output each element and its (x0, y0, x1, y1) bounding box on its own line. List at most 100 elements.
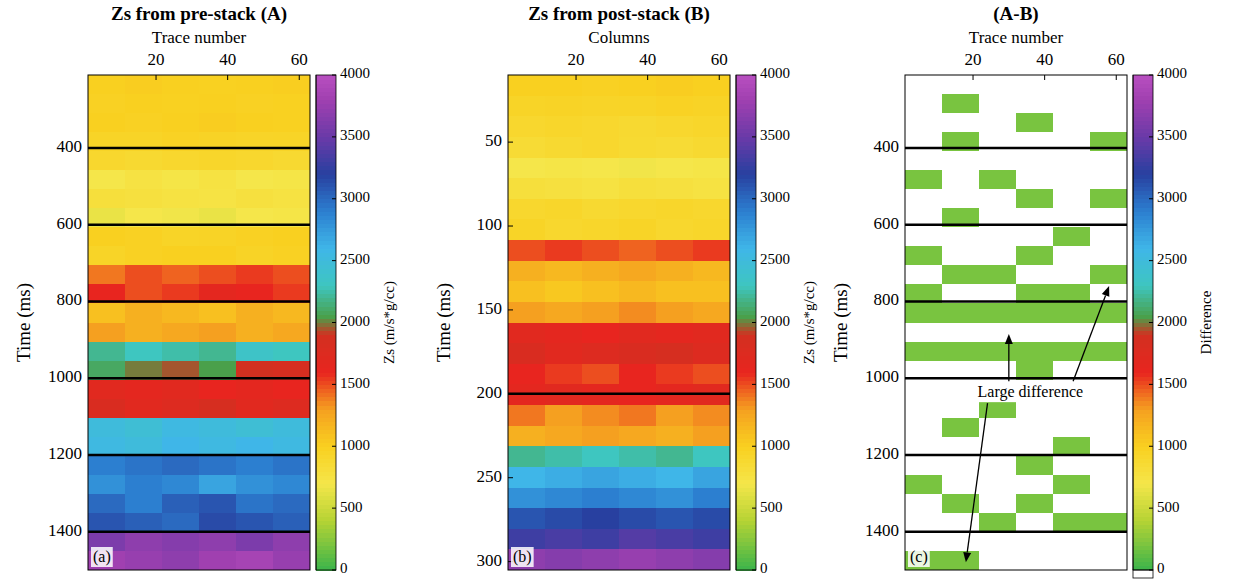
colorbar-band (316, 413, 336, 418)
heat-cell (656, 323, 694, 344)
colorbar-title: Difference (1198, 290, 1214, 354)
heat-cell (545, 364, 583, 385)
colorbar-band (316, 463, 336, 468)
colorbar-tick-label: 3500 (760, 127, 790, 143)
heat-cell (905, 399, 943, 419)
colorbar-band (1133, 364, 1153, 369)
heat-cell (582, 158, 620, 179)
colorbar-band (316, 273, 336, 278)
colorbar-band (736, 162, 756, 167)
colorbar-band (316, 397, 336, 402)
colorbar-band (316, 483, 336, 488)
heat-cell (1016, 494, 1054, 514)
heat-cell (88, 380, 126, 400)
colorbar-band (736, 483, 756, 488)
colorbar-band (736, 153, 756, 158)
colorbar-tick-label: 1500 (340, 375, 370, 391)
heat-cell (88, 418, 126, 438)
heat-cell (942, 456, 980, 476)
heat-cell (693, 488, 730, 509)
heat-cell (273, 113, 310, 133)
heat-cell (236, 342, 274, 362)
colorbar-band (1133, 549, 1153, 554)
colorbar-band (736, 133, 756, 138)
heat-cell (942, 342, 980, 362)
heat-cell (162, 456, 200, 476)
colorbar-band (1133, 347, 1153, 352)
colorbar-tick (1149, 75, 1153, 76)
heat-cell (656, 488, 694, 509)
colorbar-band (316, 236, 336, 241)
heat-cell (656, 405, 694, 426)
heat-cell (582, 261, 620, 282)
colorbar-band (736, 442, 756, 447)
heat-cell (979, 265, 1017, 285)
colorbar-band (316, 488, 336, 493)
colorbar-band (736, 298, 756, 303)
y-tick (905, 531, 910, 532)
heat-cell (199, 456, 237, 476)
heat-cell (273, 380, 310, 400)
colorbar-band (1133, 397, 1153, 402)
colorbar-tick-label: 1500 (760, 375, 790, 391)
heat-cell (1090, 265, 1127, 285)
heat-cell (979, 170, 1017, 190)
colorbar-band (736, 426, 756, 431)
y-tick-label: 300 (477, 551, 503, 570)
colorbar-band (736, 541, 756, 546)
colorbar-band (736, 104, 756, 109)
reference-line (905, 300, 1127, 303)
heat-cell (125, 456, 163, 476)
heat-cell (199, 399, 237, 419)
colorbar-band (1133, 281, 1153, 286)
heat-cell (125, 475, 163, 495)
colorbar-band (1133, 393, 1153, 398)
heat-cell (125, 380, 163, 400)
colorbar-tick (332, 446, 336, 447)
heat-cell (1090, 456, 1127, 476)
colorbar-band (1133, 215, 1153, 220)
heat-cell (656, 529, 694, 550)
colorbar-tick-label: 2500 (760, 251, 790, 267)
colorbar-band (316, 492, 336, 497)
colorbar-band (1133, 446, 1153, 451)
heat-cell (508, 158, 546, 179)
heat-cell (905, 437, 943, 457)
y-tick-label: 1000 (865, 367, 899, 386)
heat-cell (545, 178, 583, 199)
colorbar-band (316, 224, 336, 229)
colorbar-band (316, 368, 336, 373)
heat-cell (1053, 246, 1091, 266)
plot-frame (905, 75, 1127, 570)
heat-cell (693, 446, 730, 467)
heat-cell (979, 513, 1017, 533)
colorbar-band (1133, 529, 1153, 534)
heat-cell (125, 113, 163, 133)
heat-cell (619, 281, 657, 302)
colorbar-band (316, 384, 336, 389)
reference-line (88, 530, 310, 533)
colorbar-band (736, 145, 756, 150)
heat-cell (199, 437, 237, 457)
colorbar-band (1133, 248, 1153, 253)
colorbar-band (316, 512, 336, 517)
heat-cell (582, 75, 620, 96)
heat-cell (162, 113, 200, 133)
colorbar-band (316, 248, 336, 253)
colorbar-tick (332, 198, 336, 199)
heat-cell (1016, 532, 1054, 552)
heat-cell (236, 189, 274, 209)
colorbar-band (1133, 537, 1153, 542)
heat-cell (1090, 551, 1127, 570)
colorbar-band (1133, 285, 1153, 290)
plot-area (88, 75, 310, 570)
x-axis-title: Trace number (969, 28, 1064, 47)
heat-cell (162, 227, 200, 247)
y-tick-label: 100 (477, 215, 503, 234)
annotation-arrow (1008, 344, 1009, 381)
colorbar-band (1133, 339, 1153, 344)
colorbar-band (736, 364, 756, 369)
colorbar-tick (332, 570, 336, 571)
colorbar-band (316, 269, 336, 274)
reference-line (905, 530, 1127, 533)
